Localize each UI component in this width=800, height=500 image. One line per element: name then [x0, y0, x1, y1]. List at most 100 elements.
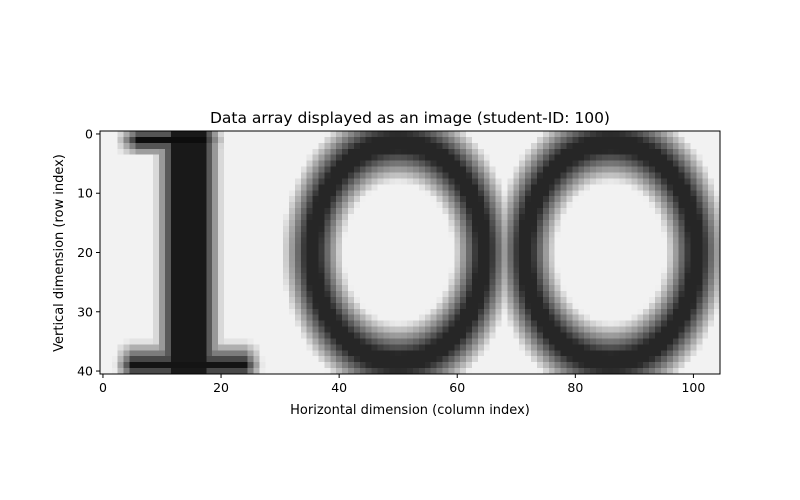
image-cell [247, 190, 254, 197]
image-cell [271, 190, 278, 197]
image-cell [141, 243, 148, 250]
image-cell [194, 131, 201, 138]
image-cell [336, 279, 343, 286]
image-cell [684, 255, 691, 262]
image-cell [164, 302, 172, 310]
image-cell [560, 350, 567, 357]
image-cell [601, 184, 609, 191]
image-cell [247, 332, 254, 339]
image-cell [448, 231, 455, 239]
image-cell [206, 291, 213, 298]
image-cell [170, 332, 178, 339]
image-cell [460, 320, 467, 327]
image-cell [708, 148, 715, 156]
image-cell [300, 279, 308, 286]
image-cell [277, 237, 284, 245]
image-cell [613, 350, 621, 357]
image-cell [318, 302, 325, 310]
image-cell [277, 338, 284, 345]
image-cell [560, 362, 567, 369]
image-cell [212, 136, 219, 144]
image-cell [430, 213, 437, 221]
image-cell [596, 243, 603, 250]
image-cell [424, 302, 432, 310]
image-cell [129, 279, 136, 286]
image-cell [714, 172, 721, 179]
image-cell [436, 136, 443, 144]
image-cell [477, 178, 485, 185]
image-cell [495, 184, 502, 191]
image-cell [672, 267, 680, 274]
image-cell [613, 154, 621, 162]
image-cell [294, 332, 302, 339]
image-cell [619, 225, 626, 233]
image-cell [625, 136, 632, 144]
image-cell [637, 279, 644, 286]
image-cell [294, 338, 302, 345]
image-cell [241, 142, 249, 150]
image-cell [182, 302, 189, 310]
image-cell [105, 296, 113, 304]
image-cell [601, 267, 609, 274]
image-cell [483, 249, 491, 256]
image-cell [714, 249, 721, 256]
image-cell [401, 178, 408, 185]
image-cell [578, 314, 585, 322]
image-cell [660, 320, 668, 327]
image-cell [708, 267, 715, 274]
image-cell [660, 243, 668, 250]
image-cell [442, 291, 449, 298]
image-cell [507, 285, 514, 292]
image-cell [224, 255, 231, 262]
image-cell [194, 368, 201, 375]
image-cell [684, 166, 691, 173]
image-cell [407, 296, 414, 304]
image-cell [525, 296, 532, 304]
image-cell [495, 166, 502, 173]
image-cell [123, 338, 130, 345]
image-cell [466, 184, 473, 191]
image-cell [489, 296, 497, 304]
image-cell [365, 196, 373, 203]
image-cell [176, 219, 184, 227]
image-cell [224, 160, 231, 167]
image-cell [489, 213, 497, 221]
image-cell [483, 344, 491, 351]
image-cell [306, 243, 313, 250]
image-cell [324, 196, 331, 203]
image-cell [418, 273, 426, 280]
image-cell [519, 267, 526, 274]
image-cell [170, 338, 178, 345]
image-cell [430, 302, 437, 310]
image-cell [348, 178, 355, 185]
image-cell [224, 356, 231, 363]
image-cell [472, 261, 479, 268]
image-cell [531, 148, 538, 156]
image-cell [212, 213, 219, 221]
image-cell [253, 184, 260, 191]
image-cell [542, 213, 550, 221]
image-cell [690, 350, 697, 357]
image-cell [294, 231, 302, 239]
image-cell [353, 267, 361, 274]
image-cell [117, 190, 125, 197]
image-cell [170, 273, 178, 280]
image-cell [590, 279, 597, 286]
image-cell [477, 296, 485, 304]
image-cell [288, 136, 296, 144]
image-cell [342, 136, 349, 144]
image-cell [572, 308, 579, 316]
image-cell [613, 291, 621, 298]
image-cell [188, 320, 195, 327]
image-cell [277, 196, 284, 203]
image-cell [613, 178, 621, 185]
image-cell [224, 344, 231, 351]
image-cell [572, 184, 579, 191]
image-cell [655, 148, 662, 156]
image-cell [684, 136, 691, 144]
image-cell [684, 184, 691, 191]
image-cell [395, 213, 402, 221]
image-cell [188, 172, 195, 179]
image-cell [271, 249, 278, 256]
image-cell [430, 131, 437, 138]
